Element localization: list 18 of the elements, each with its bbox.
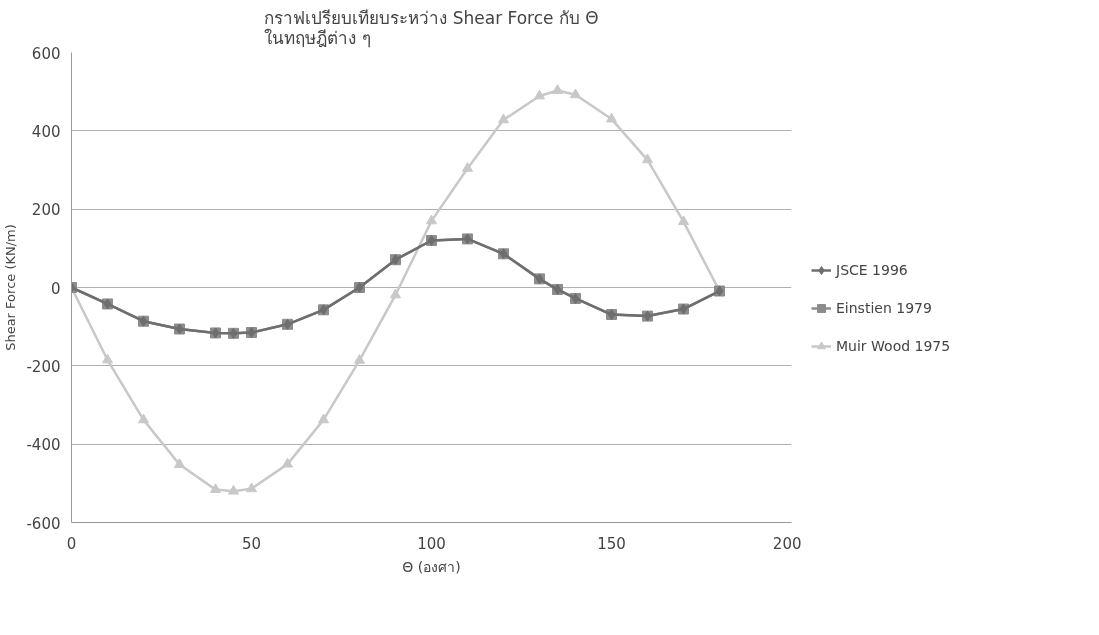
y-tick-label: 0 [50,279,61,298]
y-tick-label: 600 [31,44,61,63]
y-axis-title: Shear Force (KN/m) [3,224,19,351]
chart-title: กราฟเปรียบเทียบระหว่าง Shear Force กับ Θ ในทฤษฎีต่าง ๆ [264,7,599,48]
x-tick-label: 0 [66,534,77,553]
x-axis-title: Θ (องศา) [402,558,461,575]
x-tick-label: 200 [772,534,802,553]
x-tick-label: 100 [417,534,446,553]
legend-label: Muir Wood 1975 [836,337,951,354]
x-tick-label: 50 [241,534,262,553]
y-tick-label: 400 [31,122,61,141]
x-tick-label: 150 [597,534,626,553]
legend-label: Einstien 1979 [836,299,932,316]
y-tick-label: -600 [26,514,61,533]
y-tick-label: 200 [31,201,61,220]
y-tick-label: -200 [26,357,61,376]
legend-label: JSCE 1996 [836,261,908,278]
y-tick-label: -400 [26,436,61,455]
